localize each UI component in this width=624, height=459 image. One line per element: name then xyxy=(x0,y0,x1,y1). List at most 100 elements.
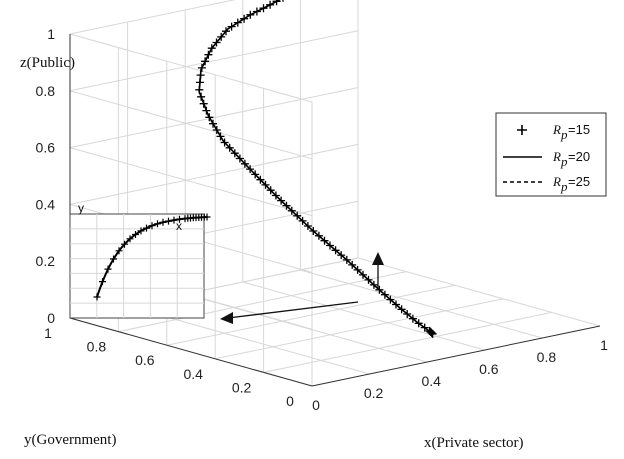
marker-plus xyxy=(342,255,351,264)
marker-plus xyxy=(235,154,244,163)
grid-line xyxy=(300,269,543,339)
legend-box xyxy=(495,112,607,197)
marker-plus xyxy=(201,57,210,66)
x-tick-label: 0.6 xyxy=(479,361,499,377)
y-axis-line xyxy=(69,317,313,387)
marker-plus xyxy=(230,149,239,158)
marker-plus xyxy=(252,7,261,16)
arrow-head-left xyxy=(220,312,233,324)
marker-plus xyxy=(272,0,281,6)
legend-label-tail: =25 xyxy=(568,174,590,189)
marker-plus xyxy=(212,38,221,47)
y-tick-label: 0.6 xyxy=(135,352,155,368)
marker-plus xyxy=(353,265,362,274)
legend-label-main: R xyxy=(552,122,561,137)
marker-plus xyxy=(359,270,367,279)
marker-plus xyxy=(251,170,260,179)
series-layer xyxy=(195,0,437,338)
marker-plus xyxy=(282,201,291,210)
marker-plus xyxy=(314,231,323,240)
series-line-rp25 xyxy=(198,0,431,333)
marker-plus xyxy=(195,85,204,94)
marker-plus xyxy=(240,159,249,168)
grid-line xyxy=(263,311,552,373)
marker-plus xyxy=(326,241,334,250)
marker-plus xyxy=(320,236,329,245)
marker-plus xyxy=(266,186,275,195)
marker-plus xyxy=(259,4,268,13)
marker-plus xyxy=(196,71,205,80)
inset-marker-plus xyxy=(137,227,145,235)
marker-plus xyxy=(309,227,318,235)
legend-entry-3: R p =25 xyxy=(503,174,590,194)
marker-plus xyxy=(212,126,221,134)
grid-line xyxy=(357,257,601,327)
marker-plus xyxy=(266,0,275,9)
marker-plus xyxy=(256,175,265,184)
x-tick-label: 0 xyxy=(312,397,320,413)
marker-plus xyxy=(414,319,423,328)
x-tick-label: 0.8 xyxy=(537,349,557,365)
grid-line xyxy=(166,284,455,346)
legend-swatch-plus xyxy=(517,125,527,135)
marker-plus xyxy=(282,0,284,2)
inset-marker-plus xyxy=(121,240,128,248)
z-tick-label: 0.8 xyxy=(36,83,56,99)
marker-plus xyxy=(392,300,400,309)
inset-marker-plus xyxy=(203,213,211,221)
grid-line xyxy=(215,298,504,360)
inset-y-label: y xyxy=(78,201,84,215)
marker-plus xyxy=(209,119,217,128)
grid-line xyxy=(118,271,407,333)
marker-plus xyxy=(207,44,216,53)
inset-marker-plus xyxy=(132,231,139,238)
legend-label-tail: =15 xyxy=(568,122,590,137)
y-axis-label: y(Government) xyxy=(24,432,116,448)
grid-line xyxy=(69,87,359,149)
inset-marker-plus xyxy=(99,278,106,286)
marker-plus xyxy=(277,196,286,205)
marker-plus xyxy=(287,206,296,215)
marker-plus xyxy=(408,314,417,323)
grid-line xyxy=(69,30,359,92)
marker-plus xyxy=(380,290,389,299)
x-tick-label: 1 xyxy=(600,337,608,353)
legend-label-tail: =20 xyxy=(568,149,590,164)
marker-plus xyxy=(197,92,206,101)
arrow-to-inset xyxy=(227,301,359,319)
inset-marker-plus xyxy=(104,265,112,273)
inset-grid xyxy=(70,214,204,318)
marker-plus xyxy=(222,27,230,36)
x-tick-label: 0.2 xyxy=(364,385,384,401)
y-tick-label: 1 xyxy=(44,325,52,341)
marker-plus xyxy=(204,50,213,59)
z-tick-label: 1 xyxy=(47,26,55,42)
grid-line xyxy=(69,33,313,103)
marker-plus xyxy=(369,280,378,289)
inset-marker-plus xyxy=(170,216,178,224)
inset-x-label: x xyxy=(176,219,182,233)
y-tick-label: 0.2 xyxy=(232,379,252,395)
marker-plus xyxy=(386,295,395,304)
legend-label-sub: p xyxy=(560,127,568,142)
legend-label-main: R xyxy=(552,174,561,189)
x-tick-label: 0.4 xyxy=(421,373,441,389)
x-axis-label: x(Private sector) xyxy=(424,435,524,451)
inset-marker-plus xyxy=(115,247,123,255)
marker-plus xyxy=(425,326,434,335)
marker-plus xyxy=(240,14,249,23)
marker-plus xyxy=(246,165,255,174)
z-tick-label: 0.6 xyxy=(36,140,56,156)
marker-plus xyxy=(298,216,307,225)
marker-plus xyxy=(303,222,312,230)
z-tick-label: 0.4 xyxy=(36,196,56,212)
marker-plus xyxy=(293,211,302,220)
inset-marker-plus xyxy=(93,293,101,301)
z-axis-label: z(Public) xyxy=(20,55,75,71)
y-tick-label: 0.8 xyxy=(87,339,107,355)
marker-plus xyxy=(271,191,280,200)
marker-plus xyxy=(195,78,204,87)
arrow-head-up xyxy=(372,252,384,265)
marker-plus xyxy=(205,113,214,122)
